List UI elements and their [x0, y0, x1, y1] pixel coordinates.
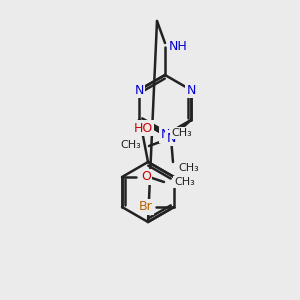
- Text: CH₃: CH₃: [178, 163, 199, 173]
- Text: Br: Br: [139, 200, 153, 214]
- Text: N: N: [186, 83, 196, 97]
- Text: NH: NH: [169, 40, 188, 52]
- Text: N: N: [134, 83, 144, 97]
- Text: CH₃: CH₃: [174, 177, 195, 187]
- Text: HO: HO: [134, 122, 153, 134]
- Text: O: O: [141, 170, 151, 184]
- Text: CH₃: CH₃: [171, 128, 192, 138]
- Text: CH₃: CH₃: [120, 140, 141, 150]
- Text: N: N: [166, 131, 176, 145]
- Text: N: N: [160, 128, 170, 142]
